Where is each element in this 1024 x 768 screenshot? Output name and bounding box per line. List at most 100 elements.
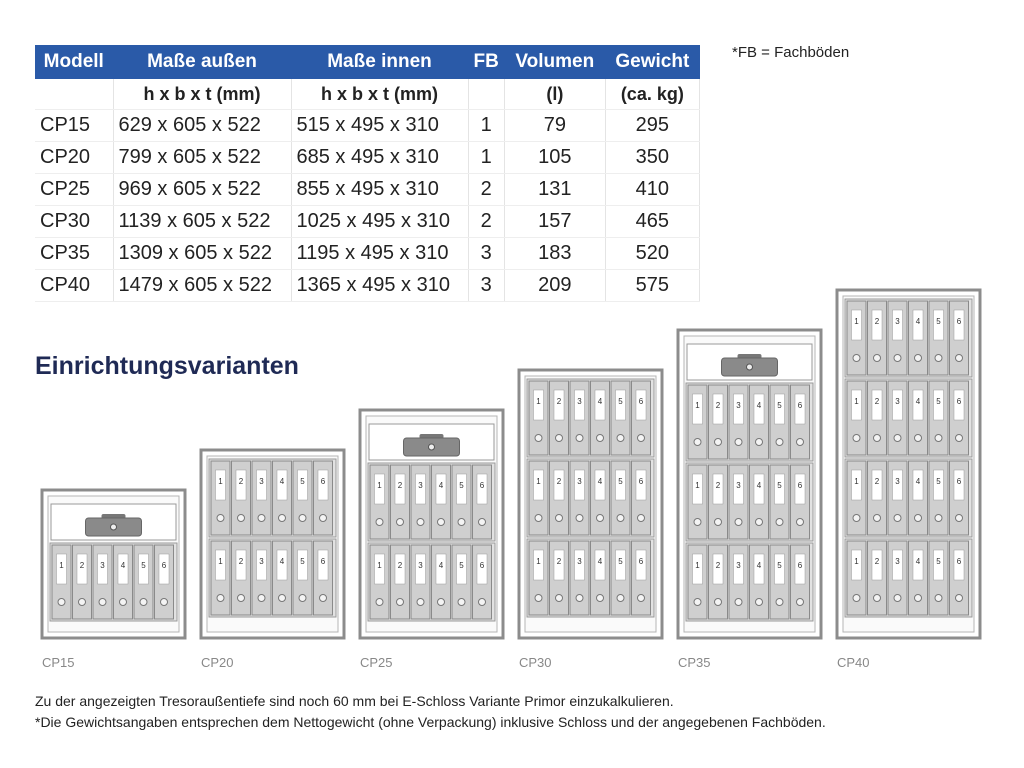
binder-label bbox=[933, 309, 944, 341]
binder-hole bbox=[775, 518, 784, 526]
binder-number: 2 bbox=[716, 561, 721, 570]
binder-hole bbox=[139, 598, 148, 606]
binder-number: 2 bbox=[875, 397, 880, 406]
binder-label bbox=[692, 473, 703, 505]
binder-number: 4 bbox=[439, 481, 444, 490]
binder-number: 3 bbox=[736, 561, 741, 570]
binder-label bbox=[615, 469, 626, 501]
binder-hole bbox=[934, 434, 943, 442]
binder-number: 5 bbox=[777, 401, 782, 410]
binder-hole bbox=[734, 598, 743, 606]
binder-number: 1 bbox=[695, 401, 700, 410]
table-row: CP40 1479 x 605 x 522 1365 x 495 x 310 3 209… bbox=[35, 269, 700, 302]
binder-number: 4 bbox=[757, 481, 762, 490]
table-cell: 1195 x 495 x 310 bbox=[291, 237, 469, 270]
binder-hole bbox=[478, 598, 486, 606]
binder-number: 6 bbox=[321, 477, 326, 486]
binder-hole bbox=[873, 594, 881, 602]
binder-hole bbox=[616, 514, 625, 522]
empty-cell bbox=[35, 78, 114, 110]
binder-hole bbox=[216, 514, 225, 522]
binder-label bbox=[635, 389, 647, 421]
binder-label bbox=[435, 553, 447, 585]
binder-number: 1 bbox=[536, 557, 541, 566]
binder-number: 2 bbox=[875, 317, 880, 326]
binder-hole bbox=[914, 594, 922, 602]
binder-label bbox=[733, 473, 744, 505]
spec-table: Modell Maße außen Maße innen FB Volumen Gewic… bbox=[35, 45, 700, 302]
binder-label bbox=[774, 473, 785, 505]
binder-number: 4 bbox=[757, 561, 762, 570]
binder-hole bbox=[796, 438, 804, 446]
binder-label bbox=[574, 389, 585, 421]
binder-number: 3 bbox=[895, 557, 900, 566]
binder-label bbox=[794, 393, 806, 425]
binder-number: 4 bbox=[916, 477, 921, 486]
table-cell: 1309 x 605 x 522 bbox=[113, 237, 292, 270]
binder-number: 6 bbox=[162, 561, 167, 570]
binder-label bbox=[533, 549, 544, 581]
binder-hole bbox=[775, 598, 784, 606]
binder-label bbox=[851, 389, 862, 421]
binder-label bbox=[415, 553, 426, 585]
binder-hole bbox=[796, 518, 804, 526]
binder-label bbox=[933, 469, 944, 501]
binder-label bbox=[912, 469, 924, 501]
binder-hole bbox=[555, 434, 563, 442]
binder-hole bbox=[775, 438, 784, 446]
binder-label bbox=[953, 549, 965, 581]
binder-label bbox=[892, 389, 903, 421]
table-cell: 1 bbox=[468, 109, 505, 142]
binder-label bbox=[158, 553, 170, 585]
fb-note: *FB = Fachböden bbox=[732, 44, 850, 61]
binder-number: 3 bbox=[736, 481, 741, 490]
binder-number: 6 bbox=[798, 481, 803, 490]
binder-number: 6 bbox=[957, 397, 962, 406]
binder-number: 4 bbox=[598, 557, 603, 566]
binder-number: 5 bbox=[936, 477, 941, 486]
column-header: Maße außen bbox=[113, 45, 292, 79]
binder-hole bbox=[575, 594, 584, 602]
binder-number: 5 bbox=[936, 557, 941, 566]
binder-hole bbox=[637, 514, 645, 522]
binder-hole bbox=[396, 598, 404, 606]
cash-box-lock bbox=[110, 523, 117, 531]
binder-label bbox=[953, 309, 965, 341]
binder-number: 1 bbox=[854, 317, 859, 326]
binder-hole bbox=[734, 518, 743, 526]
binder-label bbox=[794, 473, 806, 505]
binder-hole bbox=[893, 354, 902, 362]
binder-hole bbox=[914, 514, 922, 522]
binder-hole bbox=[298, 594, 307, 602]
binder-number: 3 bbox=[577, 397, 582, 406]
table-row: CP15 629 x 605 x 522 515 x 495 x 310 1 79 295 bbox=[35, 109, 700, 142]
binder-hole bbox=[237, 594, 245, 602]
binder-number: 6 bbox=[798, 561, 803, 570]
binder-label bbox=[297, 549, 308, 581]
column-header: Volumen bbox=[504, 45, 606, 79]
binder-number: 3 bbox=[577, 557, 582, 566]
binder-number: 6 bbox=[957, 557, 962, 566]
binder-hole bbox=[955, 594, 963, 602]
binder-number: 3 bbox=[895, 397, 900, 406]
binder-number: 2 bbox=[239, 477, 244, 486]
table-cell: 465 bbox=[605, 205, 700, 238]
binder-number: 5 bbox=[300, 557, 305, 566]
binder-label bbox=[215, 469, 226, 501]
column-header: Modell bbox=[35, 45, 114, 79]
binder-number: 3 bbox=[577, 477, 582, 486]
binder-number: 5 bbox=[459, 481, 464, 490]
binder-number: 6 bbox=[639, 477, 644, 486]
binder-hole bbox=[852, 354, 861, 362]
table-cell: 685 x 495 x 310 bbox=[291, 141, 469, 174]
binder-label bbox=[851, 309, 862, 341]
binder-hole bbox=[298, 514, 307, 522]
binder-number: 3 bbox=[100, 561, 105, 570]
binder-hole bbox=[616, 594, 625, 602]
binder-number: 1 bbox=[218, 557, 223, 566]
binder-hole bbox=[852, 594, 861, 602]
unit-row: h x b x t (mm) h x b x t (mm) (l) (ca. kg) bbox=[35, 78, 700, 110]
binder-hole bbox=[78, 598, 86, 606]
table-row: CP25 969 x 605 x 522 855 x 495 x 310 2 131 41… bbox=[35, 173, 700, 206]
binder-hole bbox=[852, 514, 861, 522]
